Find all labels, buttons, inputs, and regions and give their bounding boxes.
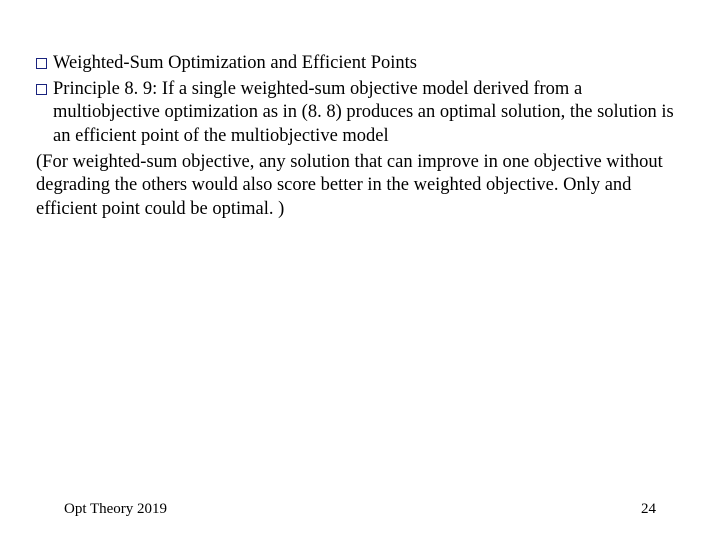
slide-number: 24 (641, 501, 656, 518)
square-bullet-icon (36, 84, 47, 95)
paragraph-text: (For weighted-sum objective, any solutio… (36, 151, 684, 222)
bullet-text: Weighted-Sum Optimization and Efficient … (53, 52, 684, 76)
slide-content: Weighted-Sum Optimization and Efficient … (36, 52, 684, 222)
bullet-item: Weighted-Sum Optimization and Efficient … (36, 52, 684, 76)
bullet-text: Principle 8. 9: If a single weighted-sum… (53, 78, 684, 149)
bullet-item: Principle 8. 9: If a single weighted-sum… (36, 78, 684, 149)
footer-left: Opt Theory 2019 (64, 501, 167, 518)
square-bullet-icon (36, 58, 47, 69)
slide: Weighted-Sum Optimization and Efficient … (0, 0, 720, 540)
